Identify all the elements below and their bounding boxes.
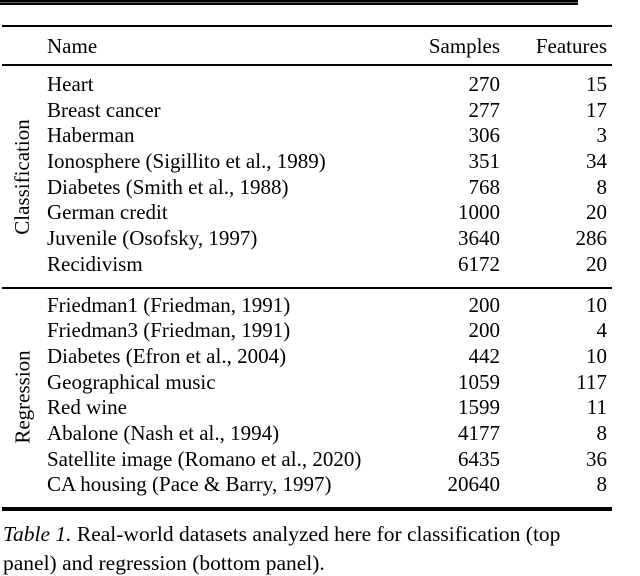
cell-features: 286 xyxy=(575,226,608,251)
cell-name: Friedman1 (Friedman, 1991) xyxy=(47,292,291,317)
table-row: Abalone (Nash et al., 1994) 4177 8 xyxy=(2,421,612,447)
cell-features: 10 xyxy=(586,292,607,317)
table-row: Red wine 1599 11 xyxy=(2,395,612,421)
caption-line-1: Real-world datasets analyzed here for cl… xyxy=(71,522,561,546)
cell-name: Diabetes (Efron et al., 2004) xyxy=(47,343,287,368)
cell-samples: 20640 xyxy=(447,472,501,497)
table-header-rule xyxy=(2,63,612,66)
table-row: Geographical music 1059 117 xyxy=(2,370,612,396)
column-header-features: Features xyxy=(535,34,607,58)
datasets-table: Name Samples Features Classification Reg… xyxy=(2,0,612,520)
table-top-rule xyxy=(2,24,612,27)
cell-features: 4 xyxy=(596,318,608,343)
cell-name: German credit xyxy=(47,200,168,225)
cell-name: Heart xyxy=(47,72,94,96)
cell-name: Breast cancer xyxy=(47,97,161,122)
table-caption: Table 1. Real-world datasets analyzed he… xyxy=(3,520,621,576)
table-row: Breast cancer 277 17 xyxy=(2,98,612,124)
cell-features: 8 xyxy=(596,420,608,445)
cell-name: Red wine xyxy=(47,395,127,420)
cell-samples: 4177 xyxy=(458,420,500,445)
cell-name: Satellite image (Romano et al., 2020) xyxy=(47,446,362,471)
cell-samples: 270 xyxy=(468,72,501,96)
table-row: Recidivism 6172 20 xyxy=(2,252,612,278)
cell-samples: 1000 xyxy=(458,200,500,225)
cell-samples: 200 xyxy=(468,292,501,317)
caption-line-2: panel) and regression (bottom panel). xyxy=(3,551,325,575)
column-header-name: Name xyxy=(47,34,98,58)
table-bottom-rule xyxy=(2,507,612,511)
table-row: Satellite image (Romano et al., 2020) 64… xyxy=(2,447,612,473)
table-header-row: Name Samples Features xyxy=(2,34,612,60)
cell-samples: 6172 xyxy=(458,251,500,276)
table-row: Friedman3 (Friedman, 1991) 200 4 xyxy=(2,318,612,344)
cropped-top-rule xyxy=(0,0,578,5)
table-row: Diabetes (Efron et al., 2004) 442 10 xyxy=(2,344,612,370)
cell-name: Recidivism xyxy=(47,251,143,276)
table-row: Ionosphere (Sigillito et al., 1989) 351 … xyxy=(2,149,612,175)
cell-samples: 200 xyxy=(468,318,501,343)
cell-name: Abalone (Nash et al., 1994) xyxy=(47,420,280,445)
table-row: Diabetes (Smith et al., 1988) 768 8 xyxy=(2,175,612,201)
cell-name: Geographical music xyxy=(47,369,216,394)
cell-samples: 1059 xyxy=(458,369,500,394)
cell-name: Ionosphere (Sigillito et al., 1989) xyxy=(47,149,326,174)
caption-table-number: Table 1. xyxy=(3,522,72,546)
table-row: Juvenile (Osofsky, 1997) 3640 286 xyxy=(2,226,612,252)
cell-name: Diabetes (Smith et al., 1988) xyxy=(47,174,289,199)
column-header-samples: Samples xyxy=(428,34,500,58)
regression-rows: Friedman1 (Friedman, 1991) 200 10 Friedm… xyxy=(2,293,612,499)
cell-features: 17 xyxy=(586,97,607,122)
cell-features: 11 xyxy=(586,395,607,420)
cell-name: Juvenile (Osofsky, 1997) xyxy=(47,226,258,251)
cell-name: Haberman xyxy=(47,123,135,148)
cell-features: 34 xyxy=(586,149,607,174)
cell-name: CA housing (Pace & Barry, 1997) xyxy=(47,472,332,497)
cell-features: 20 xyxy=(586,200,607,225)
cell-features: 20 xyxy=(586,251,607,276)
cell-samples: 768 xyxy=(468,174,501,199)
cell-name: Friedman3 (Friedman, 1991) xyxy=(47,318,291,343)
cell-features: 36 xyxy=(586,446,607,471)
cell-samples: 3640 xyxy=(458,226,500,251)
table-row: Heart 270 15 xyxy=(2,72,612,98)
cell-samples: 1599 xyxy=(458,395,500,420)
cell-samples: 351 xyxy=(468,149,501,174)
cell-samples: 277 xyxy=(468,97,501,122)
cell-features: 10 xyxy=(586,343,607,368)
cell-features: 8 xyxy=(596,472,608,497)
table-row: German credit 1000 20 xyxy=(2,200,612,226)
table-row: Haberman 306 3 xyxy=(2,123,612,149)
cell-samples: 306 xyxy=(468,123,501,148)
cell-samples: 442 xyxy=(468,343,501,368)
cell-features: 117 xyxy=(576,369,607,394)
classification-rows: Heart 270 15 Breast cancer 277 17 Haberm… xyxy=(2,72,612,278)
cell-features: 8 xyxy=(596,174,608,199)
table-section-rule xyxy=(2,287,612,290)
cell-features: 3 xyxy=(596,123,608,148)
table-row: Friedman1 (Friedman, 1991) 200 10 xyxy=(2,293,612,319)
cell-features: 15 xyxy=(586,72,607,96)
table-row: CA housing (Pace & Barry, 1997) 20640 8 xyxy=(2,472,612,498)
cell-samples: 6435 xyxy=(458,446,500,471)
